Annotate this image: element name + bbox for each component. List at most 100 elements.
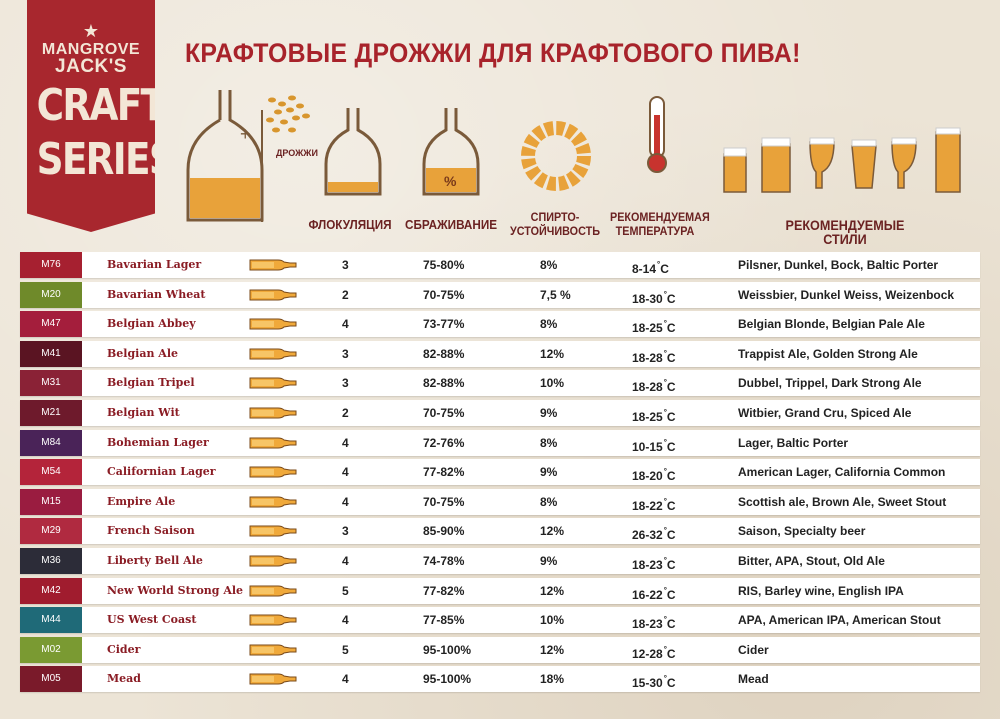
- yeast-code: M44: [20, 607, 82, 633]
- attenuation-value: 82-88%: [423, 376, 465, 390]
- flocculation-value: 3: [342, 347, 349, 361]
- temperature-range: 16-22: [632, 588, 663, 602]
- flocculation-value: 4: [342, 613, 349, 627]
- header-flocculation: ФЛОКУЛЯЦИЯ: [308, 217, 392, 232]
- temperature-range: 18-23: [632, 558, 663, 572]
- recommended-styles-value: American Lager, California Common: [738, 465, 946, 479]
- temperature-unit: C: [666, 676, 676, 690]
- degree-sign: °: [663, 526, 667, 535]
- yeast-code: M02: [20, 637, 82, 663]
- table-row: M20 Bavarian Wheat 2 70-75% 7,5 % 18-30°C Weis…: [20, 282, 980, 308]
- flocculation-value: 3: [342, 376, 349, 390]
- yeast-code: M54: [20, 459, 82, 485]
- temperature-unit: C: [666, 292, 676, 306]
- header-attenuation: СБРАЖИВАНИЕ: [405, 217, 498, 232]
- temperature-value: 18-23°C: [632, 607, 676, 637]
- brand-banner: ★ MANGROVE JACK'S CRAFT SERIES: [27, 0, 155, 232]
- header-alcohol-line1: СПИРТО-: [530, 210, 580, 224]
- attenuation-value: 95-100%: [423, 643, 472, 657]
- temperature-value: 26-32°C: [632, 518, 676, 548]
- table-row: M02 Cider 5 95-100% 12% 12-28°C Cider: [20, 637, 980, 663]
- flocculation-value: 3: [342, 258, 349, 272]
- yeast-name: Belgian Wit: [107, 406, 180, 419]
- bottle-icon: [249, 407, 297, 419]
- flocculation-value: 5: [342, 643, 349, 657]
- recommended-styles-value: Mead: [738, 672, 769, 686]
- yeast-code: M15: [20, 489, 82, 515]
- temperature-unit: C: [666, 647, 676, 661]
- alcohol-tolerance-ring-icon: [521, 121, 591, 191]
- temperature-range: 8-14: [632, 262, 657, 276]
- table-row: M31 Belgian Tripel 3 82-88% 10% 18-28°C Dubbel…: [20, 370, 980, 396]
- table-row: M42 New World Strong Ale 5 77-82% 12% 16-22°C…: [20, 578, 980, 604]
- temperature-unit: C: [666, 469, 676, 483]
- header-temp-line1: РЕКОМЕНДУЕМАЯ: [610, 210, 710, 224]
- alcohol-tolerance-value: 9%: [540, 406, 558, 420]
- yeast-name: Bohemian Lager: [107, 436, 209, 449]
- series-series: SERIES: [36, 134, 175, 185]
- temperature-value: 15-30°C: [632, 666, 676, 696]
- attenuation-value: 82-88%: [423, 347, 465, 361]
- thermometer-icon: [647, 96, 667, 173]
- yeast-name: Bavarian Wheat: [107, 288, 206, 301]
- temperature-range: 26-32: [632, 528, 663, 542]
- temperature-value: 12-28°C: [632, 637, 676, 667]
- temperature-value: 16-22°C: [632, 578, 676, 608]
- degree-sign: °: [663, 349, 667, 358]
- attenuation-value: 74-78%: [423, 554, 465, 568]
- star-icon: ★: [82, 21, 100, 41]
- degree-sign: °: [663, 378, 667, 387]
- temperature-value: 18-28°C: [632, 370, 676, 400]
- alcohol-tolerance-value: 7,5 %: [540, 288, 571, 302]
- table-row: M54 Californian Lager 4 77-82% 9% 18-20°C Amer…: [20, 459, 980, 485]
- table-row: M84 Bohemian Lager 4 72-76% 8% 10-15°C Lager, …: [20, 430, 980, 456]
- table-row: M15 Empire Ale 4 70-75% 8% 18-22°C Scottish al…: [20, 489, 980, 515]
- temperature-unit: C: [666, 499, 676, 513]
- attenuation-value: 95-100%: [423, 672, 472, 686]
- alcohol-tolerance-value: 8%: [540, 495, 558, 509]
- yeast-code: M05: [20, 666, 82, 692]
- flocculation-value: 2: [342, 406, 349, 420]
- alcohol-tolerance-value: 18%: [540, 672, 565, 686]
- yeast-name: Cider: [107, 643, 141, 656]
- attenuation-value: 85-90%: [423, 524, 465, 538]
- temperature-value: 18-23°C: [632, 548, 676, 578]
- recommended-styles-value: Belgian Blonde, Belgian Pale Ale: [738, 317, 925, 331]
- temperature-range: 18-28: [632, 351, 663, 365]
- temperature-unit: C: [666, 528, 676, 542]
- flocculation-value: 4: [342, 317, 349, 331]
- temperature-unit: C: [666, 440, 676, 454]
- yeast-code: M31: [20, 370, 82, 396]
- recommended-styles-value: APA, American IPA, American Stout: [738, 613, 941, 627]
- yeast-name: US West Coast: [107, 613, 197, 626]
- series-craft: CRAFT: [36, 80, 165, 131]
- temperature-range: 18-25: [632, 321, 663, 335]
- temperature-range: 10-15: [632, 440, 663, 454]
- recommended-styles-value: Scottish ale, Brown Ale, Sweet Stout: [738, 495, 947, 509]
- temperature-unit: C: [666, 588, 676, 602]
- alcohol-tolerance-value: 8%: [540, 258, 558, 272]
- attenuation-value: 70-75%: [423, 495, 465, 509]
- temperature-range: 18-22: [632, 499, 663, 513]
- flocculation-illustration: [324, 108, 382, 196]
- yeast-code: M76: [20, 252, 82, 278]
- bottle-icon: [249, 466, 297, 478]
- bottle-icon: [249, 673, 297, 685]
- temperature-range: 18-28: [632, 380, 663, 394]
- bottle-icon: [249, 259, 297, 271]
- temperature-range: 18-30: [632, 292, 663, 306]
- yeast-name: Belgian Tripel: [107, 376, 195, 389]
- recommended-styles-value: Trappist Ale, Golden Strong Ale: [738, 347, 918, 361]
- temperature-value: 18-22°C: [632, 489, 676, 519]
- degree-sign: °: [663, 556, 667, 565]
- degree-sign: °: [663, 290, 667, 299]
- recommended-styles-value: Cider: [738, 643, 769, 657]
- recommended-styles-value: Bitter, APA, Stout, Old Ale: [738, 554, 885, 568]
- yeast-name: Liberty Bell Ale: [107, 554, 203, 567]
- attenuation-value: 75-80%: [423, 258, 465, 272]
- temperature-unit: C: [666, 321, 676, 335]
- attenuation-value: 77-85%: [423, 613, 465, 627]
- recommended-styles-value: Witbier, Grand Cru, Spiced Ale: [738, 406, 912, 420]
- svg-text:%: %: [444, 173, 457, 189]
- bottle-icon: [249, 377, 297, 389]
